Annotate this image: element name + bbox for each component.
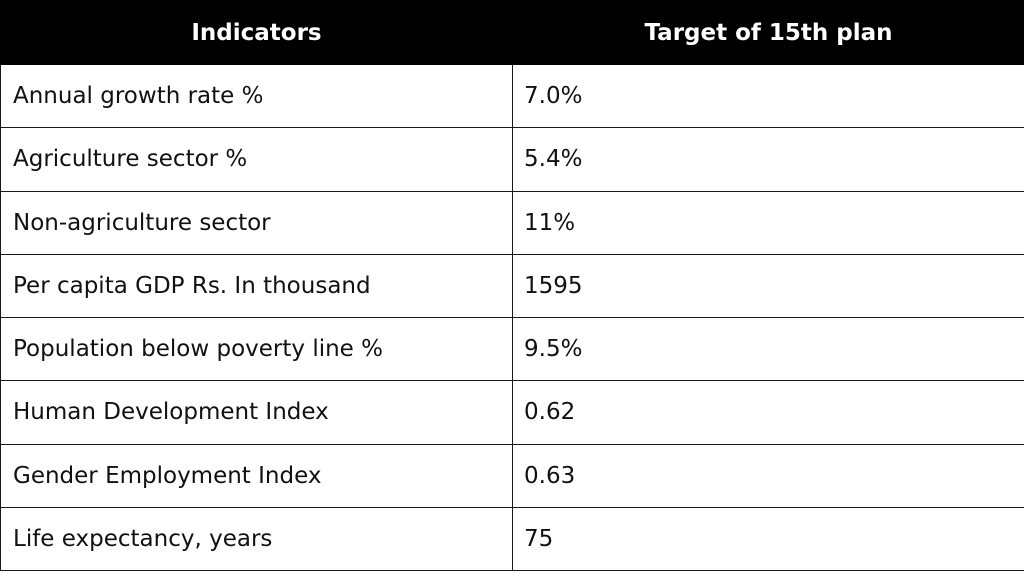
target-cell: 75 [512,506,1024,572]
target-cell: 1595 [512,253,1024,319]
table-row: Population below poverty line % 9.5% [0,316,1024,382]
target-cell: 0.63 [512,443,1024,508]
indicator-cell: Population below poverty line % [0,316,513,382]
table-row: Annual growth rate % 7.0% [0,63,1024,129]
target-cell: 0.62 [512,380,1024,445]
header-target: Target of 15th plan [512,0,1024,65]
target-cell: 11% [512,190,1024,255]
table-row: Life expectancy, years 75 [0,506,1024,572]
table-row: Human Development Index 0.62 [0,380,1024,445]
indicator-cell: Per capita GDP Rs. In thousand [0,253,513,319]
header-indicators: Indicators [0,0,513,65]
table-header-row: Indicators Target of 15th plan [0,0,1024,65]
indicator-cell: Agriculture sector % [0,127,513,192]
table-row: Gender Employment Index 0.63 [0,443,1024,508]
target-cell: 9.5% [512,316,1024,382]
indicator-cell: Annual growth rate % [0,63,513,129]
table-row: Per capita GDP Rs. In thousand 1595 [0,253,1024,319]
indicator-cell: Human Development Index [0,380,513,445]
target-cell: 7.0% [512,63,1024,129]
indicator-cell: Life expectancy, years [0,506,513,572]
table-row: Non-agriculture sector 11% [0,190,1024,255]
target-cell: 5.4% [512,127,1024,192]
indicator-cell: Non-agriculture sector [0,190,513,255]
indicator-cell: Gender Employment Index [0,443,513,508]
table-row: Agriculture sector % 5.4% [0,127,1024,192]
